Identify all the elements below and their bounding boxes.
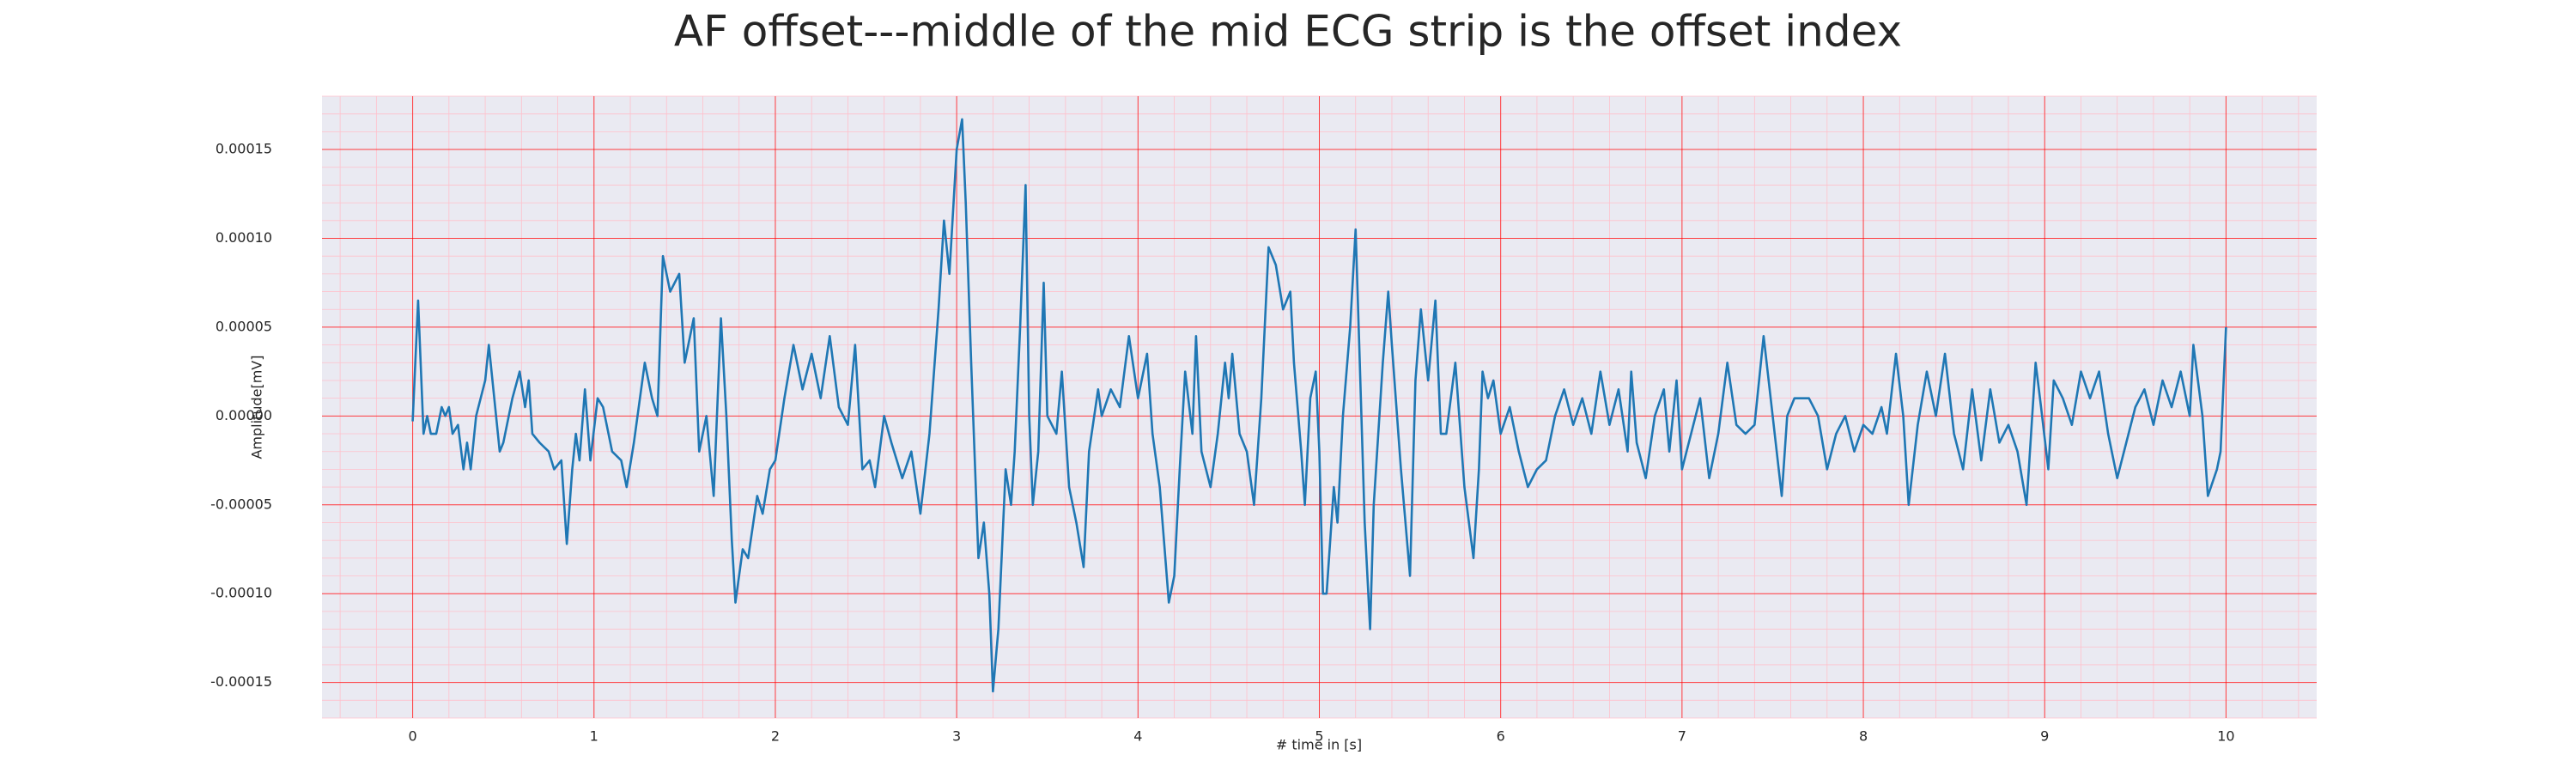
- y-axis-label: Amplitude[mV]: [249, 355, 265, 459]
- y-tick-label: -0.00010: [210, 585, 272, 601]
- x-tick-label: 10: [2217, 728, 2234, 745]
- x-tick-label: 4: [1133, 728, 1142, 745]
- x-tick-label: 9: [2040, 728, 2049, 745]
- x-tick-label: 5: [1315, 728, 1323, 745]
- y-tick-label: -0.00015: [210, 673, 272, 690]
- x-tick-label: 1: [590, 728, 598, 745]
- y-tick-label: 0.00000: [216, 407, 272, 423]
- y-tick-label: 0.00010: [216, 229, 272, 246]
- y-tick-label: 0.00015: [216, 141, 272, 157]
- x-tick-label: 7: [1678, 728, 1686, 745]
- x-tick-label: 3: [952, 728, 961, 745]
- x-tick-label: 6: [1497, 728, 1505, 745]
- y-tick-label: 0.00005: [216, 318, 272, 334]
- x-tick-label: 8: [1859, 728, 1868, 745]
- chart-title: AF offset---middle of the mid ECG strip …: [674, 7, 1902, 57]
- x-tick-label: 0: [408, 728, 416, 745]
- x-axis-label: # time in [s]: [1276, 737, 1362, 753]
- ecg-line: [411, 118, 2227, 693]
- x-tick-label: 2: [771, 728, 780, 745]
- y-tick-label: -0.00005: [210, 496, 272, 512]
